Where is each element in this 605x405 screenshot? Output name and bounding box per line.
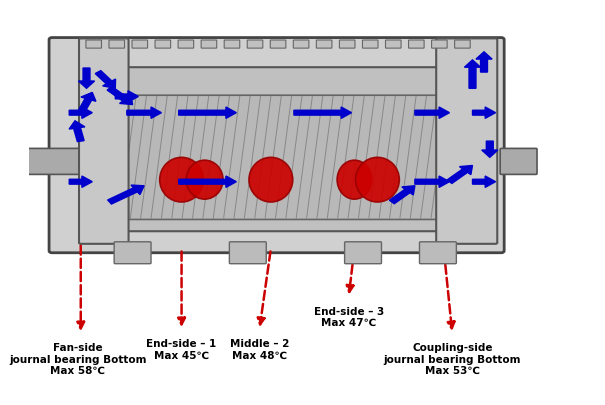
Text: Coupling-side
journal bearing Bottom
Max 53℃: Coupling-side journal bearing Bottom Max…	[384, 342, 521, 375]
Text: Fan-side
journal bearing Bottom
Max 58℃: Fan-side journal bearing Bottom Max 58℃	[9, 342, 146, 375]
FancyBboxPatch shape	[79, 39, 128, 244]
Text: End-side – 3
Max 47℃: End-side – 3 Max 47℃	[313, 306, 384, 327]
FancyArrow shape	[116, 92, 139, 103]
FancyArrow shape	[476, 53, 492, 73]
FancyArrow shape	[69, 108, 93, 119]
FancyBboxPatch shape	[345, 242, 382, 264]
FancyBboxPatch shape	[419, 242, 456, 264]
Ellipse shape	[356, 158, 399, 202]
FancyBboxPatch shape	[86, 41, 102, 49]
FancyArrow shape	[77, 93, 96, 114]
FancyBboxPatch shape	[247, 41, 263, 49]
Text: Middle – 2
Max 48℃: Middle – 2 Max 48℃	[230, 338, 289, 360]
FancyBboxPatch shape	[201, 41, 217, 49]
FancyArrow shape	[390, 186, 415, 204]
FancyBboxPatch shape	[80, 68, 474, 232]
Ellipse shape	[160, 158, 203, 202]
FancyArrow shape	[447, 166, 473, 184]
FancyBboxPatch shape	[316, 41, 332, 49]
FancyBboxPatch shape	[270, 41, 286, 49]
FancyArrow shape	[415, 108, 450, 119]
FancyArrow shape	[69, 122, 85, 142]
FancyBboxPatch shape	[178, 41, 194, 49]
FancyBboxPatch shape	[85, 96, 468, 220]
FancyArrow shape	[294, 108, 352, 119]
FancyBboxPatch shape	[109, 41, 125, 49]
FancyBboxPatch shape	[408, 41, 424, 49]
Text: End-side – 1
Max 45℃: End-side – 1 Max 45℃	[146, 338, 217, 360]
FancyArrow shape	[415, 177, 450, 188]
FancyBboxPatch shape	[28, 149, 88, 175]
FancyBboxPatch shape	[436, 39, 497, 244]
FancyBboxPatch shape	[224, 41, 240, 49]
FancyBboxPatch shape	[500, 149, 537, 175]
Ellipse shape	[186, 161, 223, 200]
FancyBboxPatch shape	[431, 41, 447, 49]
FancyBboxPatch shape	[229, 242, 266, 264]
FancyArrow shape	[473, 177, 495, 188]
FancyBboxPatch shape	[132, 41, 148, 49]
FancyArrow shape	[79, 69, 94, 89]
FancyBboxPatch shape	[362, 41, 378, 49]
FancyBboxPatch shape	[155, 41, 171, 49]
FancyArrow shape	[69, 177, 93, 188]
FancyArrow shape	[108, 185, 144, 205]
FancyArrow shape	[127, 108, 162, 119]
FancyArrow shape	[465, 61, 480, 89]
FancyArrow shape	[107, 87, 132, 105]
FancyArrow shape	[473, 108, 495, 119]
FancyBboxPatch shape	[114, 242, 151, 264]
Ellipse shape	[337, 161, 371, 200]
FancyBboxPatch shape	[454, 41, 470, 49]
FancyBboxPatch shape	[385, 41, 401, 49]
FancyArrow shape	[178, 108, 237, 119]
FancyArrow shape	[95, 71, 116, 89]
FancyBboxPatch shape	[293, 41, 309, 49]
FancyBboxPatch shape	[339, 41, 355, 49]
FancyArrow shape	[178, 177, 237, 188]
Ellipse shape	[249, 158, 293, 202]
FancyArrow shape	[482, 142, 498, 158]
FancyBboxPatch shape	[49, 38, 504, 253]
